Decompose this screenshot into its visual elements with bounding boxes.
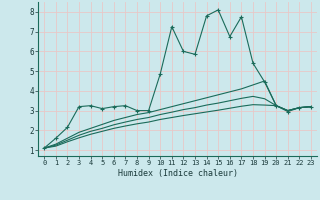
X-axis label: Humidex (Indice chaleur): Humidex (Indice chaleur)	[118, 169, 238, 178]
